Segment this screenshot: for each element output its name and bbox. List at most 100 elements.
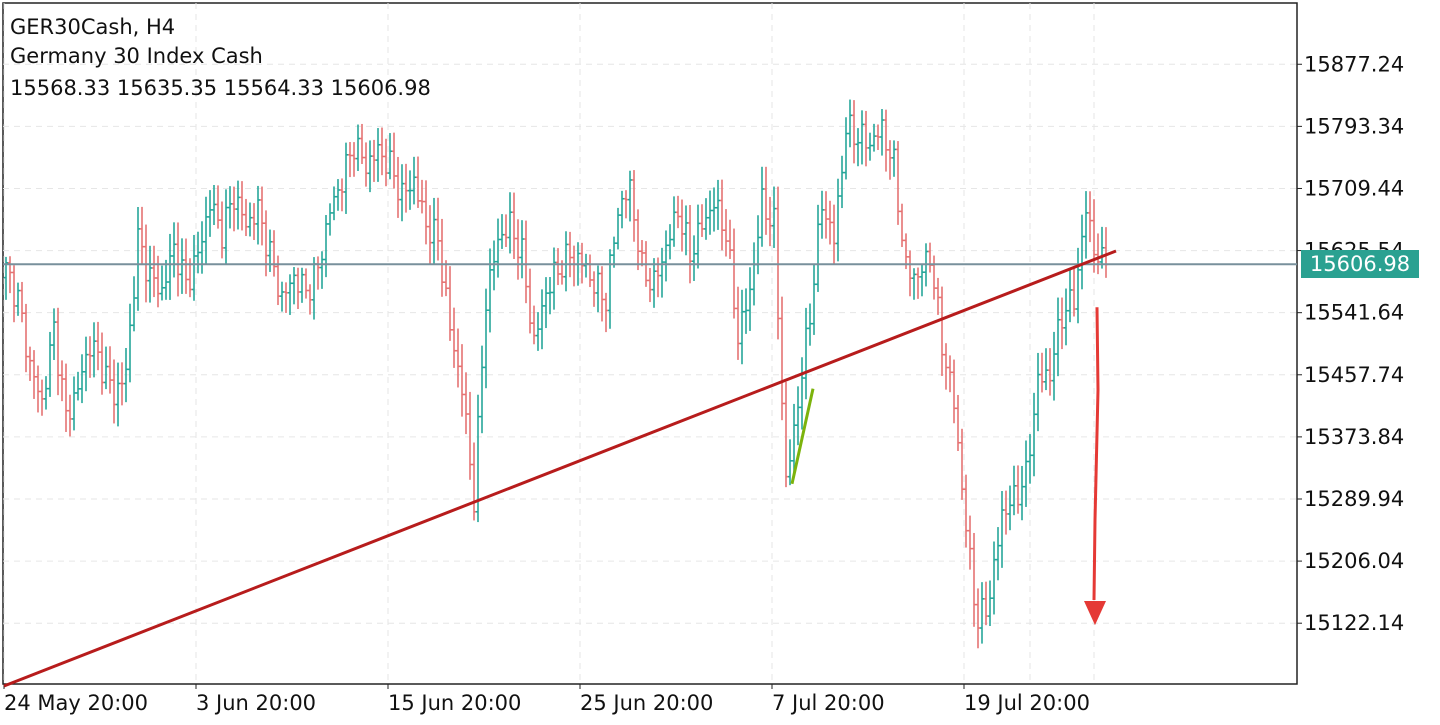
ohlc-bar	[432, 197, 436, 265]
ohlc-bar	[708, 190, 712, 235]
ohlc-bar	[468, 391, 472, 480]
ohlc-bar	[356, 124, 360, 172]
ohlc-bar	[552, 247, 556, 310]
ohlc-bar	[496, 218, 500, 278]
ohlc-bar	[740, 289, 744, 365]
ohlc-bar	[324, 215, 328, 278]
ohlc-bar	[196, 231, 200, 274]
ohlc-bar	[568, 231, 572, 278]
ohlc-bar	[544, 277, 548, 329]
y-tick-label: 15541.64	[1304, 301, 1404, 325]
ohlc-bar	[128, 303, 132, 383]
ohlc-bar	[204, 196, 208, 264]
ohlc-bar	[236, 180, 240, 230]
ohlc-bar	[668, 224, 672, 260]
ohlc-bar	[92, 322, 96, 378]
ohlc-bar	[328, 203, 332, 236]
ohlc-bar	[36, 365, 40, 413]
ohlc-bar	[524, 220, 528, 304]
ohlc-bar	[528, 268, 532, 334]
ohlc-bar	[636, 209, 640, 271]
ohlc-bar	[732, 228, 736, 319]
ohlc-bar	[1040, 352, 1044, 393]
ohlc-bar	[320, 251, 324, 289]
ohlc-bar	[680, 199, 684, 252]
ohlc-bar	[764, 166, 768, 235]
ohlc-bar	[996, 527, 1000, 581]
ohlc-bar	[648, 267, 652, 303]
ohlc-bar	[368, 140, 372, 193]
ohlc-bar	[972, 532, 976, 627]
ohlc-bar	[848, 99, 852, 148]
ohlc-bar	[412, 156, 416, 205]
ohlc-bar	[724, 209, 728, 257]
ohlc-bar	[504, 214, 508, 247]
ohlc-bar	[1024, 440, 1028, 507]
ohlc-bar	[792, 403, 796, 476]
ohlc-bar	[336, 179, 340, 211]
ohlc-bar	[76, 371, 80, 401]
ohlc-bar	[428, 205, 432, 265]
ohlc-bar	[828, 200, 832, 245]
ohlc-bar	[808, 303, 812, 346]
ohlc-bar	[728, 219, 732, 259]
ohlc-bar	[304, 268, 308, 299]
ohlc-bar	[292, 267, 296, 305]
ohlc-bar	[700, 204, 704, 237]
ohlc-bar	[64, 363, 68, 432]
ohlc-bar	[40, 379, 44, 416]
ohlc-bar	[120, 362, 124, 406]
ohlc-bar	[500, 214, 504, 249]
ohlc-bar	[388, 133, 392, 180]
ohlc-bar	[52, 308, 56, 360]
ohlc-bar	[248, 202, 252, 237]
y-tick-label: 15709.44	[1304, 176, 1404, 200]
y-tick-label: 15457.74	[1304, 363, 1404, 387]
ohlc-bar	[220, 201, 224, 259]
ohlc-bar	[616, 207, 620, 250]
ohlc-bar	[348, 142, 352, 178]
ohlc-bar	[184, 238, 188, 294]
ohlc-bar	[228, 186, 232, 229]
ohlc-bar	[844, 117, 848, 180]
ohlc-bar	[28, 346, 32, 381]
y-tick-label: 15373.84	[1304, 425, 1404, 449]
ohlc-bar	[68, 394, 72, 437]
current-price-tag: 15606.98	[1301, 250, 1419, 279]
ohlc-bar	[1076, 247, 1080, 324]
ohlc-bar	[180, 238, 184, 294]
ohlc-bar	[300, 267, 304, 303]
x-tick-label: 7 Jul 20:00	[772, 691, 885, 715]
ohlc-bar	[316, 256, 320, 290]
ohlc-bar	[876, 124, 880, 150]
ohlc-bar	[1096, 233, 1100, 275]
down-arrow-head	[1084, 601, 1106, 626]
ohlc-bar	[572, 245, 576, 287]
ohlc-bar	[536, 312, 540, 351]
ohlc-bar	[596, 265, 600, 313]
ohlc-bar	[284, 282, 288, 313]
ohlc-bar	[900, 203, 904, 248]
ohlc-bar	[164, 259, 168, 300]
ohlc-bar	[276, 255, 280, 306]
ohlc-bar	[884, 109, 888, 172]
ohlc-bar	[660, 247, 664, 298]
ohlc-bar	[288, 274, 292, 315]
ohlc-bar	[980, 582, 984, 644]
ohlc-bar	[784, 381, 788, 488]
ohlc-bar	[696, 204, 700, 269]
ohlc-bar	[384, 138, 388, 187]
ohlc-bar	[436, 197, 440, 261]
ohlc-bar	[516, 219, 520, 280]
ohlc-bar	[24, 303, 28, 373]
ohlc-bar	[892, 140, 896, 177]
ohlc-bar	[1000, 491, 1004, 568]
ohlc-bar	[1048, 348, 1052, 396]
ohlc-bar	[1036, 352, 1040, 432]
ohlc-bar	[588, 254, 592, 288]
ohlc-bar	[928, 242, 932, 273]
ohlc-bar	[1080, 214, 1084, 290]
ohlc-bar	[492, 240, 496, 291]
ohlc-bar	[712, 187, 716, 232]
